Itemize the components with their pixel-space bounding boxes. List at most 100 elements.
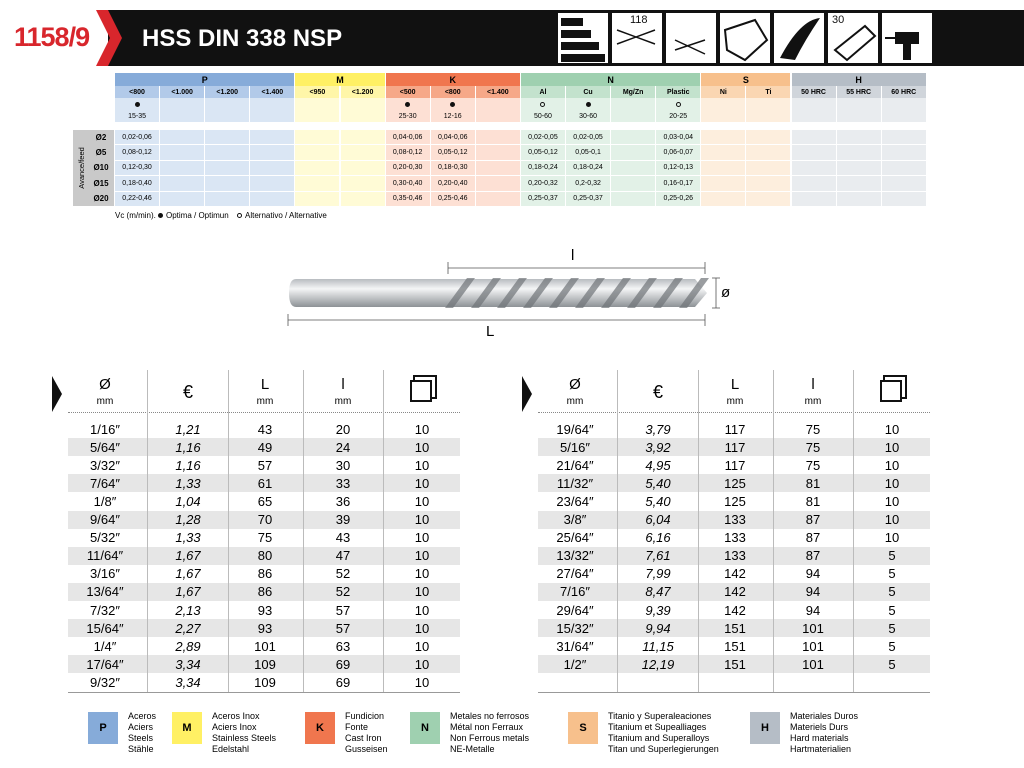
price: 6,04	[645, 512, 671, 527]
cell: 75	[805, 457, 821, 473]
feed-cell	[881, 160, 926, 176]
total-length-label: L	[486, 323, 495, 340]
cell: 117	[724, 439, 746, 455]
feed-value: 0,16-0,17	[663, 179, 694, 187]
feed-cell	[881, 176, 926, 191]
feed-cell	[881, 145, 926, 160]
speed-cell	[250, 98, 295, 122]
column-header: <950	[295, 86, 340, 98]
column-header: <1.200	[340, 86, 385, 98]
feed-cell	[385, 130, 430, 145]
cell: 5	[888, 548, 896, 564]
feed-cell	[701, 145, 746, 160]
legend-unit: Vc (m/min).	[115, 211, 156, 220]
feed-cell	[836, 130, 881, 145]
price: 1,04	[175, 493, 201, 509]
cell: 117	[724, 421, 746, 437]
column-symbol: L	[730, 375, 740, 393]
feed-cell	[656, 160, 701, 176]
feed-cell	[791, 145, 836, 160]
cell: 25/64″	[556, 530, 594, 546]
feed-cell	[340, 130, 385, 145]
row-shade	[538, 546, 930, 565]
cell: 94	[805, 566, 821, 582]
feed-cell	[836, 160, 881, 176]
feed-cell	[475, 160, 520, 176]
feed-size: Ø5	[95, 148, 107, 158]
feed-value: 0,20-0,32	[528, 179, 558, 187]
feed-value: 0,08-0,12	[122, 149, 152, 157]
feed-cell	[205, 130, 250, 145]
column-header: Ni	[701, 86, 746, 98]
column-symbol: €	[182, 381, 193, 402]
feed-cell	[385, 160, 430, 176]
price: 8,47	[645, 584, 671, 600]
feed-value: 0,05-0,1	[575, 149, 601, 157]
row-shade	[68, 546, 460, 565]
column-header: <1.200	[205, 86, 250, 98]
cell: 43	[335, 530, 351, 546]
column-symbol: Ø	[99, 375, 111, 393]
feed-value: 0,25-0,37	[528, 195, 558, 203]
cell: 75	[805, 439, 821, 455]
price: 12,19	[641, 656, 675, 672]
cell: 43	[257, 421, 273, 437]
cell: 10	[414, 584, 430, 600]
material-name: Metales no ferrosos	[450, 711, 530, 721]
group-header: N	[520, 73, 701, 86]
feed-value: 0,02-0,05	[528, 133, 558, 141]
feed-cell	[385, 145, 430, 160]
feed-value: 0,03-0,04	[663, 133, 694, 141]
bottom-rule	[538, 691, 930, 693]
cell: 151	[724, 638, 746, 654]
price: 4,95	[645, 457, 671, 473]
feed-cell	[205, 176, 250, 191]
row-shade	[538, 438, 930, 457]
speed-value: 30-60	[579, 112, 597, 120]
speed-value: 20-25	[669, 112, 688, 120]
price: 3,34	[175, 674, 201, 690]
cell: 86	[257, 566, 273, 582]
material-name: Fonte	[345, 722, 369, 732]
cell: 5	[888, 656, 896, 672]
feed-cell	[746, 176, 791, 191]
feed-cell	[520, 130, 565, 145]
cell: 20	[335, 421, 351, 437]
feed-cell	[791, 176, 836, 191]
column-symbol: Ø	[569, 375, 581, 393]
material-box: M	[172, 712, 202, 744]
cell: 101	[802, 620, 824, 636]
price: 7,61	[645, 548, 671, 564]
feed-size: Ø20	[93, 194, 109, 204]
column-header: <500	[385, 86, 430, 98]
cell: 10	[884, 421, 900, 437]
feed-cell	[566, 176, 611, 191]
feed-size: Ø2	[95, 132, 107, 142]
cell: 1/8″	[93, 493, 117, 509]
feed-cell	[701, 191, 746, 206]
feed-cell	[656, 130, 701, 145]
feed-value: 0,05-0,12	[437, 149, 468, 157]
column-symbol: l	[341, 375, 345, 393]
cell: 151	[724, 620, 746, 636]
cell: 10	[414, 602, 430, 618]
feed-cell	[746, 160, 791, 176]
material-name: Aciers	[128, 722, 154, 732]
cell: 80	[257, 548, 273, 564]
row-shade	[68, 582, 460, 601]
cell: 86	[257, 584, 273, 600]
feed-value: 0,04-0,06	[437, 133, 468, 141]
column-header: Mg/Zn	[611, 86, 656, 98]
cell: 87	[805, 530, 821, 546]
flute-length-label: l	[571, 247, 575, 264]
cell: 21/64″	[556, 457, 594, 473]
material-name: Steels	[128, 733, 154, 743]
cell: 10	[414, 439, 430, 455]
column-separator	[303, 370, 304, 693]
cell: 109	[254, 674, 276, 690]
speed-value: 12-16	[443, 112, 462, 120]
material-name: Cast Iron	[345, 733, 382, 743]
drill-drawing	[287, 262, 720, 326]
material-name: Materiels Durs	[790, 722, 849, 732]
